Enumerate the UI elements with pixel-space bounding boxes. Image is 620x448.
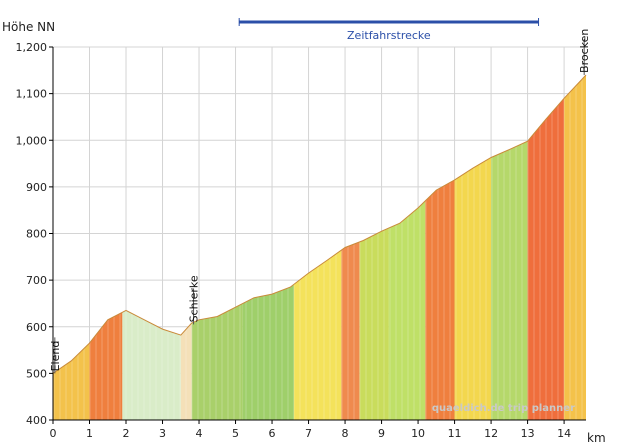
place-label: Elend bbox=[49, 341, 62, 372]
x-tick-label: 1 bbox=[86, 427, 93, 440]
band-stripe bbox=[551, 75, 553, 420]
y-tick-label: 1,000 bbox=[16, 134, 48, 147]
segment-label: Zeitfahrstrecke bbox=[347, 29, 431, 42]
band-stripe bbox=[509, 75, 511, 420]
place-label: Brocken bbox=[578, 29, 591, 73]
x-tick-label: 5 bbox=[232, 427, 239, 440]
band-stripe bbox=[437, 75, 439, 420]
y-tick-label: 700 bbox=[26, 274, 47, 287]
band-stripe bbox=[371, 75, 373, 420]
x-tick-label: 12 bbox=[484, 427, 498, 440]
band-stripe bbox=[365, 75, 367, 420]
x-tick-label: 7 bbox=[305, 427, 312, 440]
y-tick-label: 500 bbox=[26, 367, 47, 380]
band-stripe bbox=[491, 75, 493, 420]
x-tick-label: 2 bbox=[123, 427, 130, 440]
place-markers: Elend Schierke Brocken bbox=[49, 29, 591, 374]
band-stripe bbox=[479, 75, 481, 420]
band-stripe bbox=[443, 75, 445, 420]
x-tick-label: 8 bbox=[342, 427, 349, 440]
band-stripe bbox=[563, 75, 565, 420]
band-stripe bbox=[347, 75, 349, 420]
x-tick-label: 11 bbox=[448, 427, 462, 440]
x-tick-label: 6 bbox=[269, 427, 276, 440]
band-stripe bbox=[575, 75, 577, 420]
band-stripe bbox=[395, 75, 397, 420]
x-tick-label: 10 bbox=[411, 427, 425, 440]
band-stripe bbox=[419, 75, 421, 420]
y-axis-title: Höhe NN bbox=[2, 20, 55, 34]
x-axis-ticks: 0 1 2 3 4 5 6 7 8 9 10 11 12 13 14 bbox=[50, 420, 571, 440]
y-tick-label: 1,200 bbox=[16, 41, 48, 54]
band-stripe bbox=[353, 75, 355, 420]
x-tick-label: 13 bbox=[521, 427, 535, 440]
band-stripe bbox=[485, 75, 487, 420]
y-tick-label: 400 bbox=[26, 414, 47, 427]
watermark: quaeldich.de trip planner bbox=[432, 403, 575, 414]
band-stripe bbox=[377, 75, 379, 420]
band-stripe bbox=[383, 75, 385, 420]
y-axis-ticks: 400 500 600 700 800 900 1,000 1,100 1,200 bbox=[16, 41, 53, 427]
x-tick-label: 9 bbox=[378, 427, 385, 440]
band-stripe bbox=[455, 75, 457, 420]
band-stripe bbox=[515, 75, 517, 420]
band-stripe bbox=[407, 75, 409, 420]
band-stripe bbox=[497, 75, 499, 420]
y-tick-label: 800 bbox=[26, 228, 47, 241]
band-stripe bbox=[359, 75, 361, 420]
place-label: Schierke bbox=[188, 275, 201, 322]
band-stripe bbox=[467, 75, 469, 420]
band-stripe bbox=[389, 75, 391, 420]
band-stripe bbox=[413, 75, 415, 420]
x-tick-label: 14 bbox=[557, 427, 571, 440]
x-axis-title: km bbox=[587, 431, 606, 445]
band-stripe bbox=[545, 75, 547, 420]
band-stripe bbox=[539, 75, 541, 420]
y-tick-label: 600 bbox=[26, 321, 47, 334]
band-stripe bbox=[557, 75, 559, 420]
band-stripe bbox=[401, 75, 403, 420]
band-stripe bbox=[431, 75, 433, 420]
gradient-band bbox=[564, 75, 586, 420]
band-stripe bbox=[527, 75, 529, 420]
band-stripe bbox=[425, 75, 427, 420]
profile-line bbox=[52, 74, 587, 374]
time-trial-segment: Zeitfahrstrecke bbox=[238, 18, 540, 42]
x-tick-label: 3 bbox=[159, 427, 166, 440]
band-stripe bbox=[569, 75, 571, 420]
y-tick-label: 1,100 bbox=[16, 88, 48, 101]
band-stripe bbox=[473, 75, 475, 420]
band-stripe bbox=[533, 75, 535, 420]
y-tick-label: 900 bbox=[26, 181, 47, 194]
x-tick-label: 4 bbox=[196, 427, 203, 440]
band-stripe bbox=[521, 75, 523, 420]
band-stripe bbox=[461, 75, 463, 420]
x-tick-label: 0 bbox=[50, 427, 57, 440]
band-stripe bbox=[581, 75, 583, 420]
band-stripe bbox=[503, 75, 505, 420]
band-stripe bbox=[449, 75, 451, 420]
